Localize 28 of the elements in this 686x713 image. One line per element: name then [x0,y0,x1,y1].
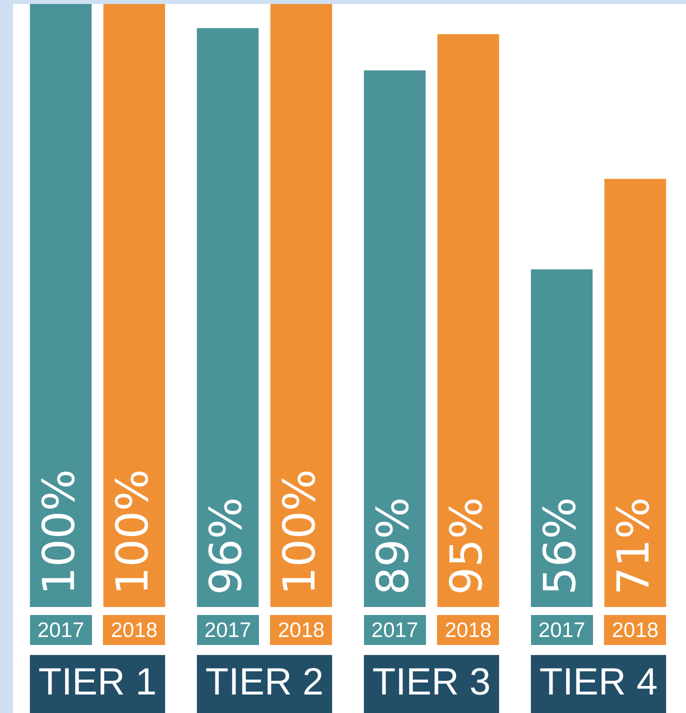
text: 2018 [444,618,492,642]
bar [364,70,426,607]
text: 2018 [612,618,659,642]
data-label: 95% [442,497,493,595]
data-label: 89% [368,497,420,595]
bar [30,4,92,607]
text: 2017 [204,618,252,642]
x-tick-label: TIER 1 [38,661,157,704]
bar [196,28,259,607]
text: 2017 [371,618,418,642]
text: 2017 [538,618,586,642]
data-label: 100% [34,469,86,595]
x-tick-label: TIER 4 [539,661,658,704]
data-label: 100% [274,469,326,595]
data-label: 71% [608,497,660,595]
legend-label: 2018 [110,618,158,642]
bar [604,178,666,607]
x-tick-label: TIER 3 [372,661,491,704]
text: 2018 [278,618,325,642]
data-label: 100% [108,469,159,595]
data-label: 96% [201,497,252,595]
legend-label: 2017 [37,618,84,642]
bar [103,4,166,607]
bar [437,34,500,607]
x-tick-label: TIER 2 [205,661,324,704]
bar [270,4,332,607]
bar [530,269,593,607]
data-label: 56% [535,497,586,595]
